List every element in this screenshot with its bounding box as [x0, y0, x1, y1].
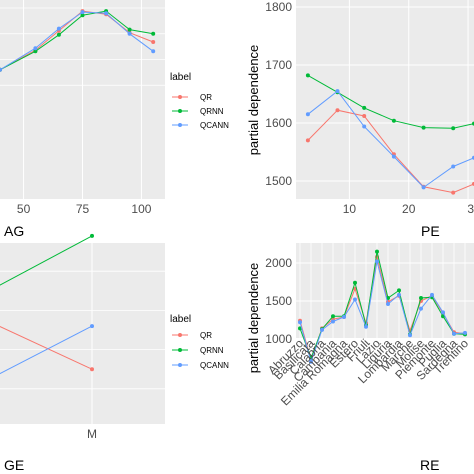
- legend-top-qr-label: QR: [200, 93, 212, 102]
- pe-y-tick-label: 1500: [265, 174, 292, 188]
- re-series-qrnn-point: [397, 288, 401, 293]
- ag-series-qcann-point: [56, 26, 61, 31]
- ag-series-qrnn-point: [80, 13, 85, 18]
- pe-y-tick-label: 1800: [265, 0, 292, 14]
- re-y-tick-label: 1500: [265, 294, 292, 308]
- re-series-qcann-point: [320, 327, 324, 332]
- re-series-qrnn-line: [299, 251, 466, 360]
- ag-series-qrnn-point: [33, 49, 38, 54]
- legend-top: label QR QRNN QCANN: [170, 72, 229, 130]
- pe-series-qrnn-point: [391, 118, 396, 123]
- y-axis-title-pe: partial dependence: [246, 45, 261, 156]
- pe-series-qr-point: [451, 190, 456, 195]
- ge-series-qrnn-line: [0, 235, 93, 286]
- pe-series-qrnn-point: [362, 105, 367, 110]
- pe-y-tick-label: 1700: [265, 58, 292, 72]
- re-series-qcann-point: [408, 333, 412, 338]
- pe-x-tick-label: 10: [343, 202, 357, 216]
- re-y-tick-label: 1000: [265, 332, 292, 346]
- legend-bottom-qrnn-label: QRNN: [200, 346, 224, 355]
- re-y-tick-label: 2000: [265, 256, 292, 270]
- re-series-qrnn-point: [353, 280, 357, 285]
- re-series-qcann-line: [299, 261, 466, 364]
- legend-top-qr-swatch: [178, 95, 182, 99]
- ge-x-tick-label: M: [87, 427, 97, 441]
- re-series-qcann-point: [463, 330, 467, 335]
- ge-series-qcann-point: [90, 324, 94, 329]
- series-layer: [0, 9, 474, 375]
- ag-series-qcann-point: [151, 49, 156, 54]
- ge-series-qr-point: [90, 367, 94, 372]
- tick-labels: 50 75 100 1500 1600 1700 1800 10 20 3 M 1000 1500 200…: [17, 0, 474, 441]
- panel-ge-background: [0, 243, 165, 424]
- re-series-qcann-point: [375, 259, 379, 264]
- legend-top-qrnn-swatch: [178, 109, 182, 113]
- ag-series-qcann-point: [104, 11, 109, 16]
- legend-bottom: label QR QRNN QCANN: [170, 314, 229, 370]
- pe-series-qr-point: [335, 108, 340, 113]
- pe-series-qcann-point: [421, 185, 426, 190]
- legend-bottom-qcann-label: QCANN: [200, 361, 229, 370]
- pe-series-qcann-point: [305, 112, 310, 117]
- legend-bottom-qr-label: QR: [200, 331, 212, 340]
- panel-pe-background: [296, 0, 474, 199]
- re-series-qcann-point: [342, 315, 346, 319]
- ge-series-qrnn-point: [90, 233, 94, 238]
- pe-x-tick-label: 20: [402, 202, 416, 216]
- legend-bottom-qrnn-swatch: [178, 348, 182, 352]
- legend-top-title: label: [170, 72, 191, 83]
- pe-y-tick-label: 1600: [265, 116, 292, 130]
- re-series-qrnn-point: [331, 314, 335, 319]
- legend-bottom-qr-swatch: [178, 333, 182, 337]
- pe-x-tick-label: 3: [467, 202, 474, 216]
- re-series-qcann-point: [430, 292, 434, 297]
- x-axis-title-pe: PE: [421, 223, 440, 239]
- ag-series-qrnn-point: [151, 31, 156, 36]
- re-series-qcann-point: [309, 359, 313, 364]
- pe-series-qrnn-point: [421, 125, 426, 130]
- ag-x-tick-label: 75: [76, 202, 90, 216]
- ge-series-qr-line: [0, 325, 93, 370]
- pe-series-qrnn-point: [451, 126, 456, 131]
- ag-series-qrnn-point: [127, 27, 132, 32]
- re-series-qrnn-point: [419, 296, 423, 300]
- re-series-qcann-point: [331, 319, 335, 324]
- legend-bottom-qcann-swatch: [178, 363, 182, 367]
- ge-series-qcann-line: [0, 325, 93, 375]
- re-series-qrnn-point: [375, 249, 379, 254]
- x-axis-title-ge: GE: [4, 457, 24, 473]
- ag-series-qcann-point: [127, 31, 132, 36]
- re-series-qcann-point: [298, 320, 302, 325]
- pe-series-qr-point: [362, 114, 367, 118]
- x-axis-title-ag: AG: [4, 223, 24, 239]
- ag-series-qcann-point: [33, 46, 38, 51]
- legend-top-qcann-swatch: [178, 123, 182, 127]
- pe-series-qrnn-point: [305, 73, 310, 78]
- ag-series-qcann-point: [80, 10, 85, 15]
- legend-bottom-title: label: [170, 314, 191, 325]
- pe-series-qr-point: [305, 138, 310, 143]
- legend-top-qcann-label: QCANN: [200, 121, 229, 130]
- re-series-qcann-point: [386, 302, 390, 306]
- re-series-qcann-point: [441, 310, 445, 315]
- ag-x-tick-label: 100: [131, 202, 151, 216]
- y-axis-title-re: partial dependence: [246, 263, 261, 374]
- pe-series-qcann-point: [391, 154, 396, 159]
- re-series-qcann-point: [353, 297, 357, 302]
- re-series-qcann-point: [419, 306, 423, 311]
- re-series-qcann-point: [364, 324, 368, 329]
- re-series-qcann-point: [452, 331, 456, 336]
- legend-top-qrnn-label: QRNN: [200, 107, 224, 116]
- pe-series-qcann-point: [451, 164, 456, 169]
- ag-x-tick-label: 50: [17, 202, 31, 216]
- pe-series-qcann-point: [335, 89, 340, 94]
- x-axis-title-re: RE: [420, 457, 439, 473]
- ag-series-qr-point: [151, 40, 156, 44]
- ag-series-qrnn-point: [56, 32, 61, 37]
- pe-series-qcann-point: [362, 124, 367, 129]
- ag-series-qcann-point: [0, 67, 2, 72]
- re-series-qcann-point: [397, 292, 401, 297]
